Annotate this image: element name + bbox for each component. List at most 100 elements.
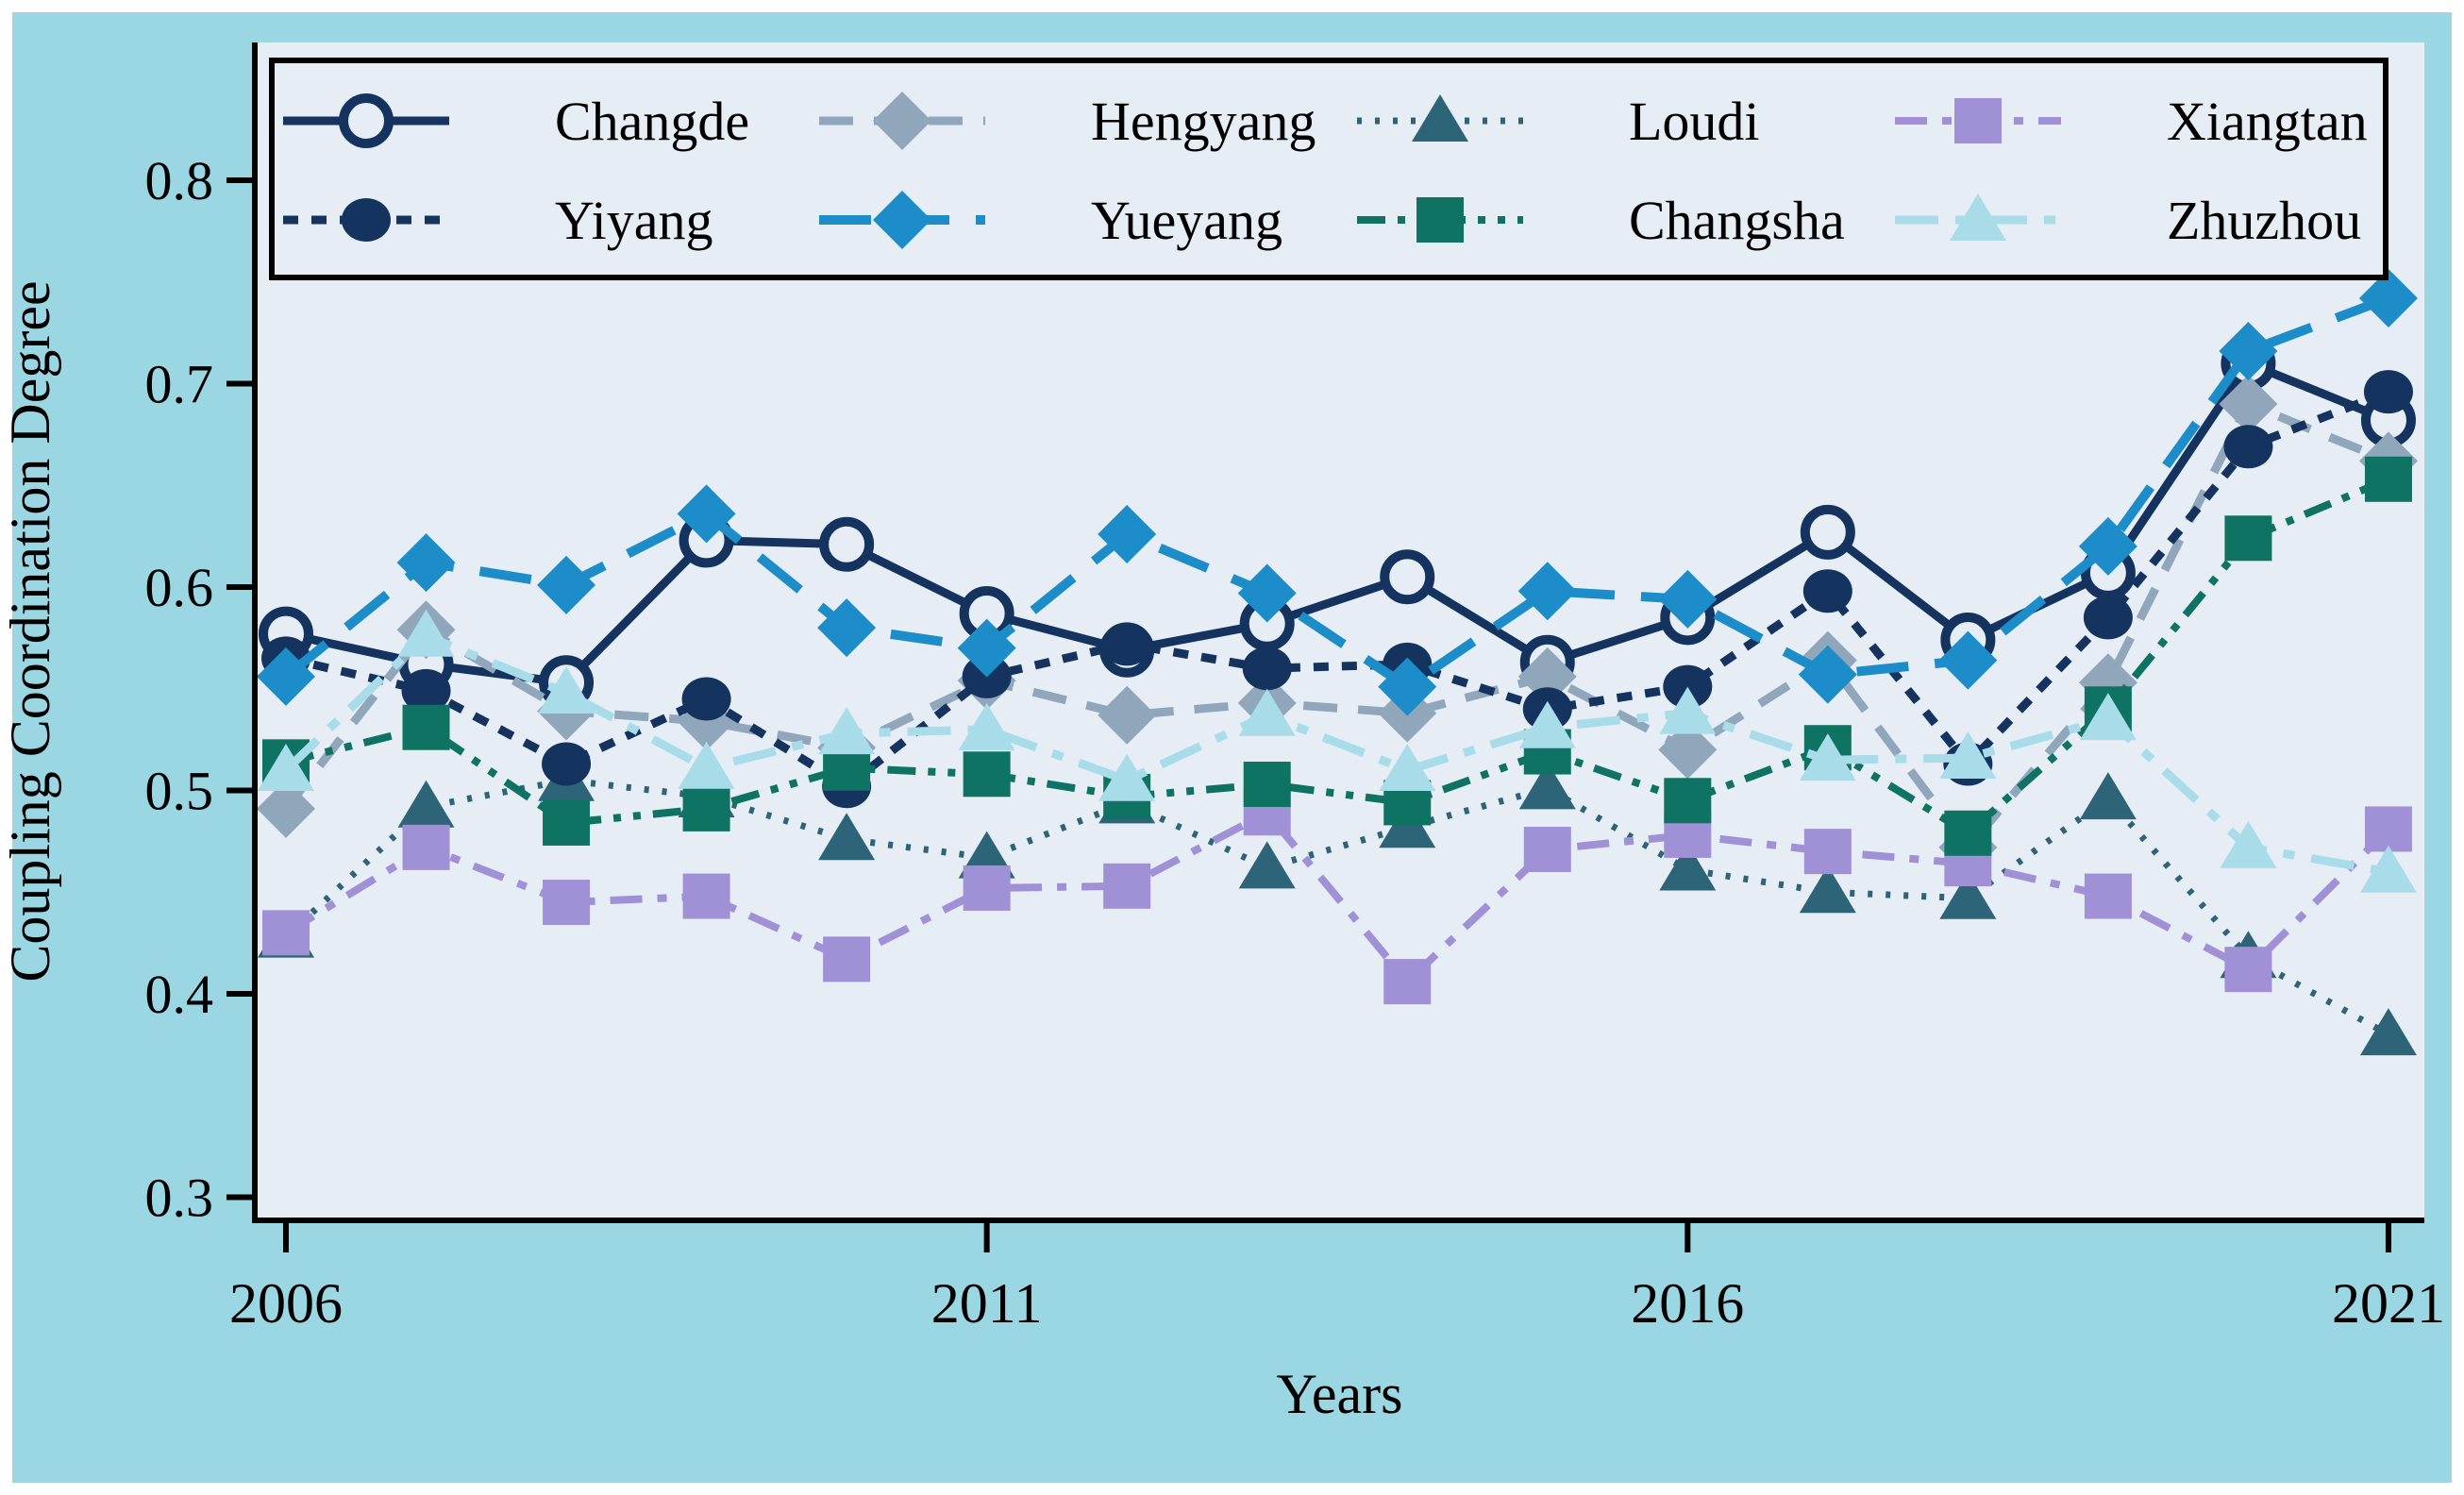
legend-marker-changsha [1416,197,1464,243]
data-point-xiangtan [682,873,730,919]
data-point-yueyang [1378,657,1437,716]
legend-label: Loudi [1629,91,1760,152]
data-point-xiangtan [543,880,591,926]
data-point-yiyang [1242,647,1292,691]
data-point-zhuzhou [958,702,1015,750]
data-point-hengyang [1517,647,1577,706]
data-point-changde [819,516,875,572]
series-line-yueyang [282,294,2390,693]
data-point-zhuzhou [678,741,735,789]
data-point-loudi [2359,1008,2417,1056]
legend-marker-xiangtan [1954,98,2002,143]
data-point-yiyang [681,677,731,721]
series-line-zhuzhou [282,630,2389,877]
y-tick-label: 0.7 [145,354,214,415]
data-point-xiangtan [402,824,450,870]
series-xiangtan [262,790,2412,1005]
data-point-zhuzhou [2079,693,2137,741]
x-tick-label: 2021 [2332,1272,2445,1335]
x-tick-label: 2006 [229,1272,343,1335]
data-point-yueyang [817,598,877,658]
data-point-yueyang [2078,516,2137,576]
data-point-hengyang [257,779,315,838]
data-point-zhuzhou [1238,688,1296,736]
axes-layer: 0.3 0.4 0.5 0.6 0.7 0.8 2006 2011 2016 2021 Years C… [0,42,2445,1425]
data-point-xiangtan [2364,806,2412,852]
data-point-yiyang [1102,622,1152,666]
data-point-zhuzhou [2359,845,2417,893]
data-point-yueyang [957,618,1016,678]
data-point-zhuzhou [2220,820,2277,868]
legend: Changde Hengyang Loudi Xiangtan Yiyang Yueyan… [269,58,2389,280]
data-point-changsha [963,751,1011,798]
legend-marker-yueyang [873,191,931,249]
data-point-yueyang [1658,569,1718,629]
legend-entry-hengyang: Hengyang [819,91,1316,152]
data-point-yiyang [2363,370,2413,414]
data-point-yueyang [1938,630,1998,690]
legend-marker-loudi [1412,94,1468,142]
data-point-zhuzhou [538,666,595,714]
data-point-zhuzhou [1659,686,1717,734]
data-point-yueyang [677,484,736,544]
data-point-changsha [543,799,591,846]
data-point-zhuzhou [1379,743,1436,791]
y-tick-label: 0.5 [145,761,214,822]
data-point-yueyang [2219,322,2278,381]
data-point-yueyang [537,555,596,614]
data-point-loudi [1939,871,1997,919]
legend-label: Yueyang [1091,190,1282,251]
x-tick-label: 2016 [1631,1272,1744,1335]
y-axis-title: Coupling Coordination Degree [0,280,61,982]
data-point-xiangtan [1103,863,1151,909]
data-point-yiyang [2223,425,2273,469]
legend-marker-changde [339,93,394,148]
legend-entry-yueyang: Yueyang [819,190,1282,251]
y-tick-label: 0.6 [145,557,214,618]
legend-marker-hengyang [873,92,931,150]
data-point-xiangtan [1523,826,1571,872]
data-point-loudi [2079,772,2137,820]
x-tick-label: 2011 [931,1272,1043,1335]
legend-entry-changde: Changde [283,91,749,152]
legend-label: Hengyang [1091,91,1316,152]
series-line-hengyang [282,398,2390,855]
data-point-xiangtan [1383,959,1432,1005]
data-point-yiyang [401,668,451,713]
data-point-loudi [1799,865,1856,914]
data-point-loudi [818,813,876,861]
legend-label: Yiyang [555,190,713,251]
legend-label: Changsha [1629,190,1845,251]
series-line-xiangtan [283,808,2391,987]
data-point-changsha [1944,810,1992,856]
data-point-xiangtan [2084,873,2132,919]
data-point-changsha [1243,762,1291,808]
data-point-hengyang [2219,375,2278,434]
data-point-changde [1800,504,1855,560]
series-layer [257,268,2418,1056]
data-point-yiyang [1663,664,1713,709]
x-axis-title: Years [1277,1363,1403,1425]
data-point-yueyang [2358,268,2418,328]
y-tick-label: 0.8 [145,150,214,211]
legend-box [269,58,2389,280]
data-point-zhuzhou [1799,733,1856,781]
data-point-loudi [1518,762,1576,810]
data-point-changde [1380,549,1435,605]
data-point-loudi [1659,843,1717,891]
legend-label: Xiangtan [2167,91,2368,152]
data-point-changsha [2224,515,2272,562]
data-point-changsha [1664,778,1712,824]
data-point-zhuzhou [258,743,314,791]
data-point-yueyang [1798,645,1857,704]
legend-entry-xiangtan: Xiangtan [1895,91,2368,152]
legend-entry-changsha: Changsha [1357,190,1845,251]
data-point-yiyang [542,742,592,786]
data-point-yiyang [2083,596,2133,640]
legend-entry-zhuzhou: Zhuzhou [1895,190,2361,251]
legend-label: Changde [555,91,749,152]
series-zhuzhou [258,609,2417,893]
legend-label: Zhuzhou [2167,190,2361,251]
